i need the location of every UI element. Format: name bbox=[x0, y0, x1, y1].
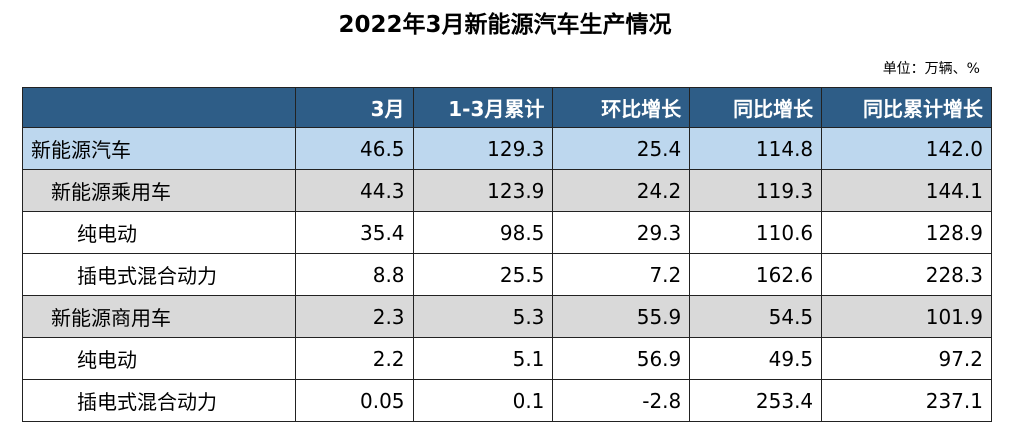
cell: 5.3 bbox=[412, 295, 554, 338]
cell: 144.1 bbox=[821, 169, 992, 212]
title: 2022年3月新能源汽车生产情况 bbox=[338, 12, 672, 38]
cell: 8.8 bbox=[294, 253, 414, 296]
column-header bbox=[22, 87, 296, 128]
cell: 35.4 bbox=[294, 211, 414, 254]
cell: 7.2 bbox=[552, 253, 691, 296]
cell: 5.1 bbox=[412, 337, 554, 380]
header-row: 3月 1-3月累计 环比增长 同比增长 同比累计增长 bbox=[22, 87, 992, 128]
cell: 142.0 bbox=[821, 127, 992, 170]
row-label: 新能源汽车 bbox=[22, 127, 296, 170]
row-label: 纯电动 bbox=[22, 337, 296, 380]
cell: 0.1 bbox=[412, 379, 554, 422]
cell: 2.2 bbox=[294, 337, 414, 380]
cell: 44.3 bbox=[294, 169, 414, 212]
cell: 101.9 bbox=[821, 295, 992, 338]
cell: 228.3 bbox=[821, 253, 992, 296]
table-row: 新能源汽车 46.5 129.3 25.4 114.8 142.0 bbox=[22, 127, 992, 170]
row-label: 插电式混合动力 bbox=[22, 379, 296, 422]
cell: 46.5 bbox=[294, 127, 414, 170]
data-table: 3月 1-3月累计 环比增长 同比增长 同比累计增长 新能源汽车 46.5 129.3 25.… bbox=[22, 87, 992, 422]
table-row: 新能源乘用车 44.3 123.9 24.2 119.3 144.1 bbox=[22, 169, 992, 212]
cell: 2.3 bbox=[294, 295, 414, 338]
table-row: 纯电动 35.4 98.5 29.3 110.6 128.9 bbox=[22, 211, 992, 254]
column-header: 同比增长 bbox=[689, 87, 823, 128]
unit-note: 单位：万辆、% bbox=[882, 61, 980, 77]
row-label: 新能源乘用车 bbox=[22, 169, 296, 212]
cell: 162.6 bbox=[689, 253, 823, 296]
cell: -2.8 bbox=[552, 379, 691, 422]
cell: 56.9 bbox=[552, 337, 691, 380]
cell: 237.1 bbox=[821, 379, 992, 422]
cell: 24.2 bbox=[552, 169, 691, 212]
cell: 128.9 bbox=[821, 211, 992, 254]
table-row: 纯电动 2.2 5.1 56.9 49.5 97.2 bbox=[22, 337, 992, 380]
cell: 253.4 bbox=[689, 379, 823, 422]
column-header: 同比累计增长 bbox=[821, 87, 992, 128]
cell: 97.2 bbox=[821, 337, 992, 380]
cell: 123.9 bbox=[412, 169, 554, 212]
cell: 29.3 bbox=[552, 211, 691, 254]
column-header: 3月 bbox=[294, 87, 414, 128]
column-header: 1-3月累计 bbox=[412, 87, 554, 128]
column-header: 环比增长 bbox=[552, 87, 691, 128]
cell: 25.4 bbox=[552, 127, 691, 170]
cell: 129.3 bbox=[412, 127, 554, 170]
cell: 54.5 bbox=[689, 295, 823, 338]
cell: 25.5 bbox=[412, 253, 554, 296]
table-row: 插电式混合动力 8.8 25.5 7.2 162.6 228.3 bbox=[22, 253, 992, 296]
row-label: 插电式混合动力 bbox=[22, 253, 296, 296]
cell: 49.5 bbox=[689, 337, 823, 380]
cell: 119.3 bbox=[689, 169, 823, 212]
table-row: 新能源商用车 2.3 5.3 55.9 54.5 101.9 bbox=[22, 295, 992, 338]
row-label: 新能源商用车 bbox=[22, 295, 296, 338]
cell: 55.9 bbox=[552, 295, 691, 338]
cell: 98.5 bbox=[412, 211, 554, 254]
row-label: 纯电动 bbox=[22, 211, 296, 254]
cell: 0.05 bbox=[294, 379, 414, 422]
cell: 114.8 bbox=[689, 127, 823, 170]
table-row: 插电式混合动力 0.05 0.1 -2.8 253.4 237.1 bbox=[22, 379, 992, 422]
cell: 110.6 bbox=[689, 211, 823, 254]
